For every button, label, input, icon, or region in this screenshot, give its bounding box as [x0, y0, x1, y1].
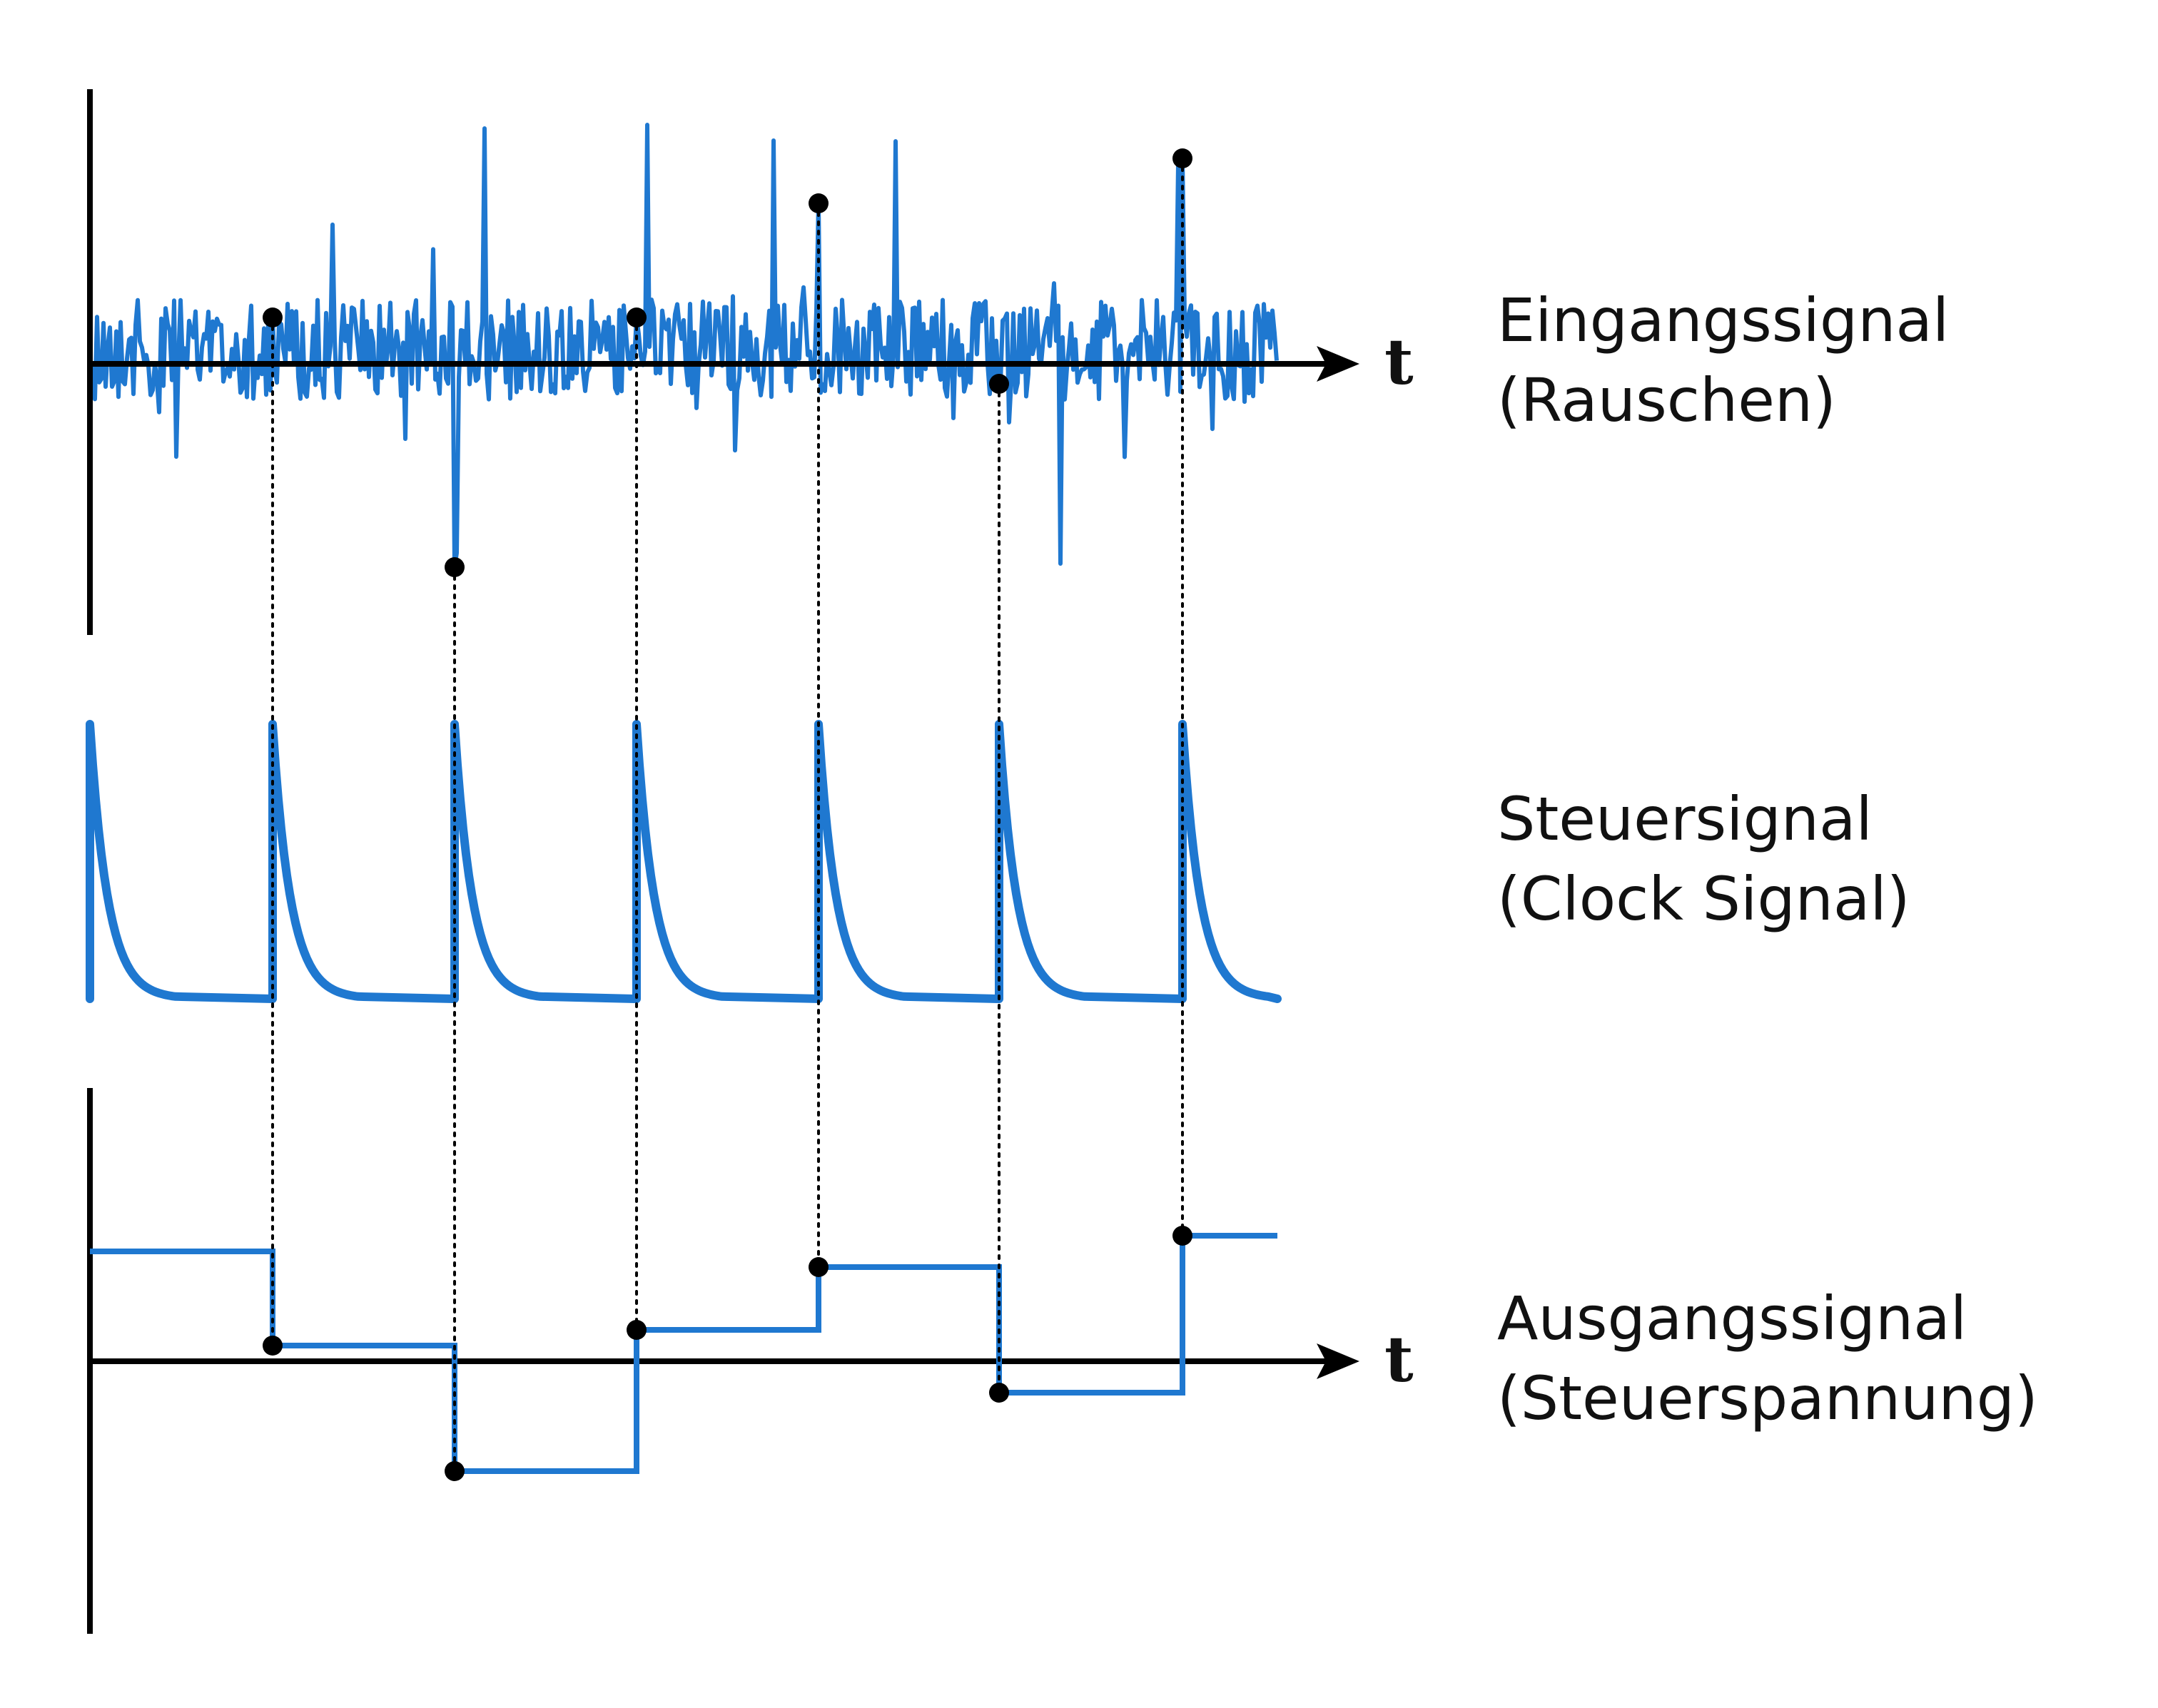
output-sample-dot [809, 1257, 829, 1277]
output-sample-dot [445, 1461, 465, 1481]
output-sample-dot [989, 1383, 1009, 1403]
output-signal-title: Ausgangssignal [1497, 1283, 1967, 1353]
input-sample-dot [989, 374, 1009, 394]
output-sample-dot [1172, 1226, 1192, 1246]
input-sample-dot [809, 193, 829, 213]
sampling-guide-lines [271, 157, 1184, 1473]
control-signal-subtitle: (Clock Signal) [1497, 864, 1910, 934]
input-axis-arrowhead [1317, 346, 1359, 382]
input-noise-signal [91, 123, 1279, 569]
clock-signal [86, 720, 1282, 1003]
sample-markers [263, 148, 1192, 1481]
control-signal-title: Steuersignal [1497, 784, 1873, 854]
output-sample-dot [627, 1320, 647, 1340]
output-signal-subtitle: (Steuerspannung) [1497, 1363, 2038, 1433]
output-step-signal [90, 1233, 1277, 1474]
output-axis-label: t [1384, 1322, 1414, 1396]
input-signal-subtitle: (Rauschen) [1497, 365, 1836, 435]
input-sample-dot [445, 557, 465, 577]
input-axis-label: t [1384, 325, 1414, 399]
input-sample-dot [1172, 148, 1192, 168]
input-sample-dot [263, 307, 283, 327]
input-signal-title: Eingangssignal [1497, 285, 1950, 355]
output-axis-arrowhead [1317, 1343, 1359, 1379]
input-sample-dot [627, 307, 647, 327]
output-sample-dot [263, 1336, 283, 1356]
